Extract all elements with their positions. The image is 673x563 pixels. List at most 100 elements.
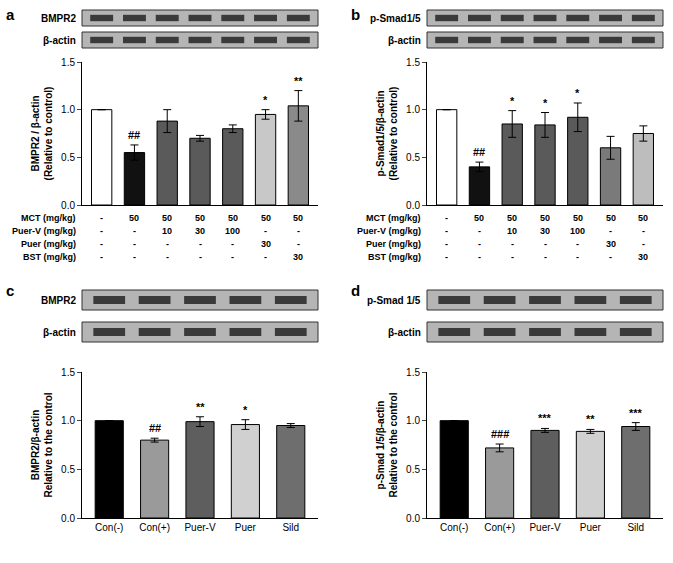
svg-text:**: ** — [586, 413, 595, 425]
svg-text:Con(-): Con(-) — [440, 522, 468, 533]
svg-text:30: 30 — [540, 226, 550, 236]
svg-text:0.0: 0.0 — [406, 200, 420, 211]
svg-text:Con(+): Con(+) — [139, 522, 170, 533]
svg-text:-: - — [609, 226, 612, 236]
svg-text:***: *** — [538, 412, 552, 424]
svg-text:-: - — [478, 239, 481, 249]
svg-text:##: ## — [149, 422, 161, 434]
svg-text:50: 50 — [261, 213, 271, 223]
svg-text:*: * — [263, 94, 268, 106]
svg-text:50: 50 — [507, 213, 517, 223]
svg-text:-: - — [133, 239, 136, 249]
svg-text:-: - — [511, 252, 514, 262]
svg-text:-: - — [544, 252, 547, 262]
svg-text:50: 50 — [573, 213, 583, 223]
svg-text:β-actin: β-actin — [388, 35, 421, 46]
svg-text:0.5: 0.5 — [406, 464, 420, 475]
svg-text:0.5: 0.5 — [61, 464, 75, 475]
svg-text:MCT (mg/kg): MCT (mg/kg) — [366, 213, 421, 223]
svg-text:50: 50 — [638, 213, 648, 223]
svg-text:Con(+): Con(+) — [484, 522, 515, 533]
svg-text:Puer-V (mg/kg): Puer-V (mg/kg) — [12, 226, 76, 236]
svg-text:p-Smad1/5/β-actin(Relative to: p-Smad1/5/β-actin(Relative to control) — [375, 87, 399, 181]
svg-text:-: - — [100, 239, 103, 249]
svg-text:100: 100 — [570, 226, 585, 236]
svg-text:0.0: 0.0 — [61, 200, 75, 211]
svg-text:BMPR2: BMPR2 — [41, 295, 76, 306]
svg-text:BMPR2/β-actinRelative to the c: BMPR2/β-actinRelative to the control — [30, 392, 54, 497]
svg-text:-: - — [231, 252, 234, 262]
svg-text:30: 30 — [293, 252, 303, 262]
svg-text:-: - — [264, 252, 267, 262]
svg-text:###: ### — [491, 428, 509, 440]
svg-text:-: - — [445, 239, 448, 249]
svg-text:MCT (mg/kg): MCT (mg/kg) — [21, 213, 76, 223]
svg-text:-: - — [100, 252, 103, 262]
svg-text:1.0: 1.0 — [61, 415, 75, 426]
svg-text:-: - — [100, 213, 103, 223]
svg-text:**: ** — [196, 401, 205, 413]
svg-text:*: * — [575, 87, 580, 99]
svg-text:Puer-V: Puer-V — [529, 522, 560, 533]
svg-text:-: - — [297, 226, 300, 236]
svg-text:##: ## — [128, 129, 140, 141]
svg-text:1.5: 1.5 — [406, 57, 420, 68]
svg-text:1.0: 1.0 — [61, 104, 75, 115]
svg-text:-: - — [544, 239, 547, 249]
svg-text:-: - — [100, 226, 103, 236]
svg-text:BST (mg/kg): BST (mg/kg) — [368, 252, 421, 262]
svg-text:##: ## — [473, 146, 485, 158]
svg-text:β-actin: β-actin — [43, 35, 76, 46]
svg-text:-: - — [231, 239, 234, 249]
svg-text:β-actin: β-actin — [388, 327, 421, 338]
svg-text:-: - — [199, 239, 202, 249]
svg-text:p-Smad 1/5/β-actinRelative to: p-Smad 1/5/β-actinRelative to the contro… — [375, 392, 399, 497]
svg-text:***: *** — [629, 407, 643, 419]
svg-text:Puer (mg/kg): Puer (mg/kg) — [21, 239, 76, 249]
svg-text:30: 30 — [195, 226, 205, 236]
svg-text:Puer (mg/kg): Puer (mg/kg) — [366, 239, 421, 249]
svg-text:-: - — [642, 239, 645, 249]
svg-text:1.5: 1.5 — [61, 367, 75, 378]
svg-text:Sild: Sild — [627, 522, 644, 533]
svg-text:BMPR2 / β-actin(Relative to co: BMPR2 / β-actin(Relative to control) — [30, 87, 54, 181]
svg-text:Sild: Sild — [282, 522, 299, 533]
svg-text:-: - — [576, 252, 579, 262]
svg-text:Con(-): Con(-) — [95, 522, 123, 533]
svg-text:Puer: Puer — [580, 522, 602, 533]
svg-text:1.0: 1.0 — [406, 104, 420, 115]
svg-text:Puer-V: Puer-V — [184, 522, 215, 533]
svg-text:*: * — [543, 97, 548, 109]
svg-text:50: 50 — [474, 213, 484, 223]
svg-text:BST (mg/kg): BST (mg/kg) — [23, 252, 76, 262]
svg-text:30: 30 — [638, 252, 648, 262]
svg-text:10: 10 — [507, 226, 517, 236]
svg-text:-: - — [576, 239, 579, 249]
svg-text:p-Smad 1/5: p-Smad 1/5 — [367, 295, 421, 306]
svg-text:-: - — [511, 239, 514, 249]
svg-text:p-Smad1/5: p-Smad1/5 — [370, 13, 421, 24]
svg-text:-: - — [445, 252, 448, 262]
svg-text:0.0: 0.0 — [406, 513, 420, 524]
svg-text:10: 10 — [162, 226, 172, 236]
svg-text:50: 50 — [228, 213, 238, 223]
svg-text:a: a — [6, 6, 15, 23]
svg-text:*: * — [510, 95, 515, 107]
svg-text:1.5: 1.5 — [406, 367, 420, 378]
svg-text:50: 50 — [540, 213, 550, 223]
svg-text:50: 50 — [129, 213, 139, 223]
svg-text:*: * — [243, 404, 248, 416]
svg-text:**: ** — [294, 75, 303, 87]
svg-text:-: - — [642, 226, 645, 236]
svg-text:c: c — [6, 282, 14, 299]
svg-text:b: b — [351, 6, 360, 23]
svg-text:-: - — [478, 226, 481, 236]
svg-text:100: 100 — [225, 226, 240, 236]
svg-text:Puer: Puer — [235, 522, 257, 533]
svg-text:-: - — [297, 239, 300, 249]
svg-text:0.5: 0.5 — [61, 152, 75, 163]
svg-text:d: d — [351, 282, 360, 299]
svg-text:-: - — [264, 226, 267, 236]
svg-text:-: - — [133, 252, 136, 262]
svg-text:0.5: 0.5 — [406, 152, 420, 163]
